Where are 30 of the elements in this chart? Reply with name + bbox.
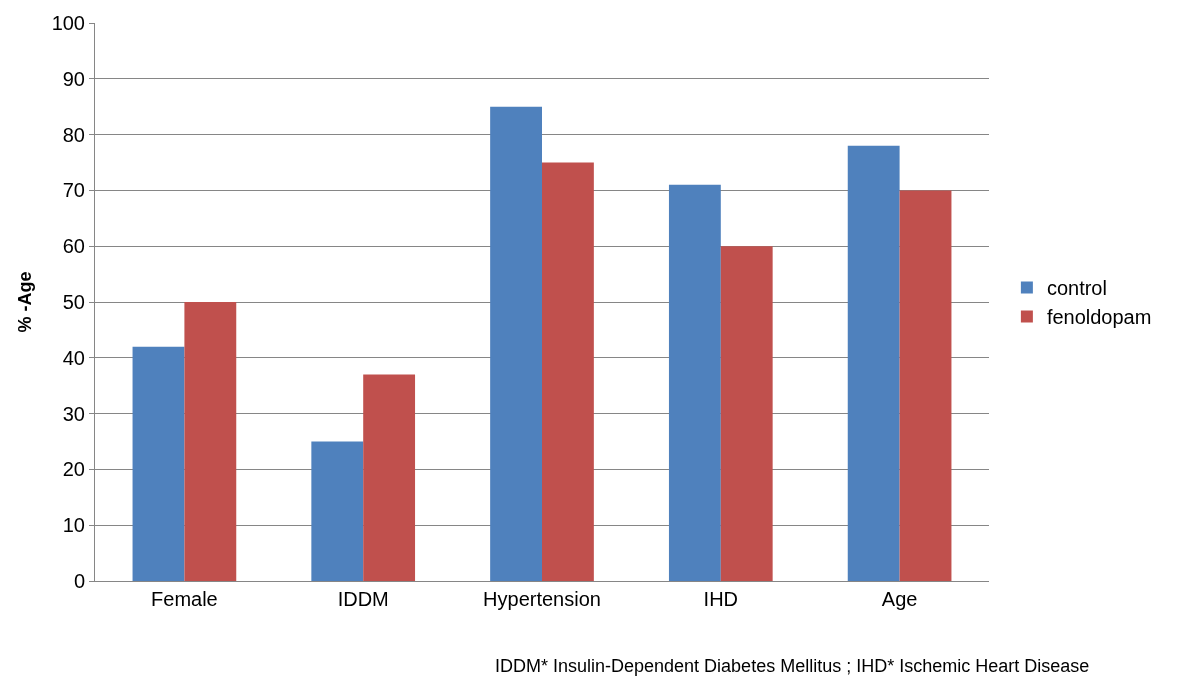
bar	[363, 374, 416, 581]
x-tick-label: IDDM	[337, 588, 389, 610]
y-tick-label: 60	[62, 235, 85, 258]
bar	[490, 106, 542, 581]
bar	[899, 190, 952, 581]
y-tick-label: 10	[62, 514, 85, 537]
legend-label: fenoldopam	[1046, 306, 1152, 329]
bar	[668, 184, 721, 581]
bar	[542, 162, 594, 581]
y-axis-title: % -Age	[14, 271, 35, 333]
y-tick-label: 0	[73, 570, 85, 592]
x-tick-label: IHD	[703, 588, 739, 610]
y-tick-label: 40	[62, 346, 85, 369]
bar	[720, 246, 773, 581]
x-tick-label: Hypertension	[483, 588, 601, 610]
x-tick-label: Female	[151, 588, 218, 610]
y-tick-label: 50	[62, 291, 85, 313]
y-tick-label: 30	[62, 402, 85, 425]
x-tick-label: Age	[881, 588, 918, 610]
y-tick-label: 80	[62, 123, 85, 146]
legend-label: control	[1046, 277, 1107, 300]
y-tick-label: 100	[51, 12, 85, 34]
y-tick-label: 90	[62, 67, 85, 90]
y-tick-label: 20	[62, 458, 85, 481]
text: IDDM* Insulin-Dependent Diabetes Mellitus ; IHD* Ischemic Heart Disease	[495, 656, 1090, 676]
bar	[311, 441, 364, 581]
bar	[184, 302, 237, 581]
bar	[847, 145, 900, 581]
y-tick-label: 70	[62, 179, 85, 202]
bar	[132, 346, 185, 581]
